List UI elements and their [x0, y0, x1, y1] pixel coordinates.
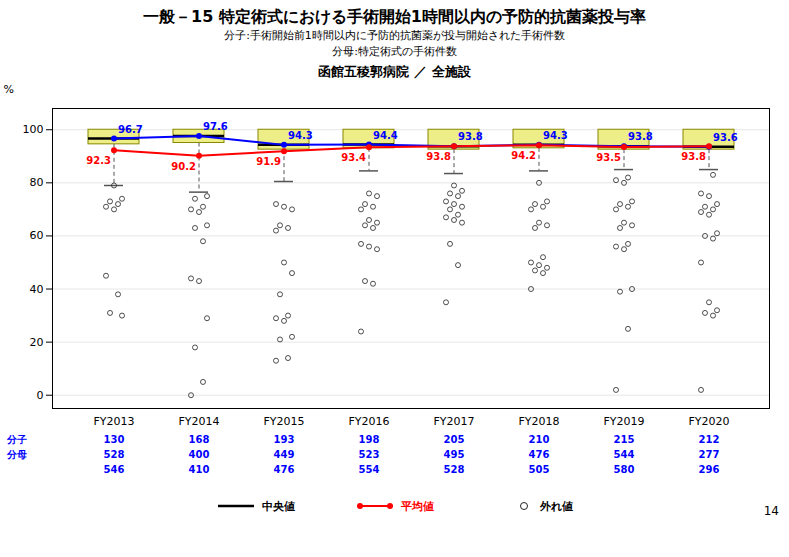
svg-text:554: 554 — [359, 464, 380, 475]
svg-text:93.8: 93.8 — [426, 151, 451, 162]
svg-text:FY2019: FY2019 — [603, 415, 644, 428]
svg-text:546: 546 — [104, 464, 125, 475]
svg-text:168: 168 — [189, 434, 210, 445]
svg-text:210: 210 — [529, 434, 550, 445]
svg-text:94.3: 94.3 — [543, 130, 568, 141]
svg-text:93.8: 93.8 — [458, 131, 483, 142]
svg-text:FY2020: FY2020 — [688, 415, 729, 428]
svg-text:495: 495 — [444, 449, 465, 460]
svg-text:130: 130 — [104, 434, 125, 445]
html-text:一般－15 特定術式における手術開始1時間以内の予防的抗菌薬: 一般－15 特定術式における手術開始1時間以内の予防的抗菌薬投与率 — [143, 7, 646, 26]
svg-text:0: 0 — [37, 389, 44, 402]
svg-text:215: 215 — [614, 434, 635, 445]
svg-text:93.5: 93.5 — [596, 152, 621, 163]
svg-text:97.6: 97.6 — [203, 121, 228, 132]
svg-text:476: 476 — [529, 449, 550, 460]
svg-text:410: 410 — [189, 464, 210, 475]
svg-text:277: 277 — [699, 449, 720, 460]
html-text:外れ値: 外れ値 — [540, 499, 573, 513]
svg-text:528: 528 — [444, 464, 465, 475]
svg-text:FY2018: FY2018 — [518, 415, 559, 428]
svg-text:分母: 分母 — [6, 449, 27, 460]
svg-text:198: 198 — [359, 434, 380, 445]
svg-text:91.9: 91.9 — [256, 156, 281, 167]
svg-text:212: 212 — [699, 434, 720, 445]
svg-text:92.3: 92.3 — [86, 155, 111, 166]
svg-text:40: 40 — [30, 283, 44, 296]
svg-text:449: 449 — [274, 449, 295, 460]
svg-text:96.7: 96.7 — [118, 124, 143, 135]
svg-text:476: 476 — [274, 464, 295, 475]
svg-text:20: 20 — [30, 336, 44, 349]
svg-text:505: 505 — [529, 464, 550, 475]
svg-text:60: 60 — [30, 229, 44, 242]
svg-text:296: 296 — [699, 464, 720, 475]
html-text:分母:特定術式の手術件数: 分母:特定術式の手術件数 — [332, 45, 457, 58]
html-text:平均値: 平均値 — [401, 499, 434, 513]
svg-text:分子: 分子 — [6, 434, 27, 445]
svg-text:93.6: 93.6 — [713, 132, 738, 143]
svg-text:528: 528 — [104, 449, 125, 460]
svg-text:400: 400 — [189, 449, 210, 460]
svg-text:93.4: 93.4 — [341, 152, 366, 163]
html-text:分子:手術開始前1時間以内に予防的抗菌薬が投与開始された手術: 分子:手術開始前1時間以内に予防的抗菌薬が投与開始された手術件数 — [224, 29, 565, 42]
html-text:中央値: 中央値 — [262, 499, 295, 513]
svg-text:94.2: 94.2 — [511, 150, 536, 161]
svg-text:FY2015: FY2015 — [263, 415, 304, 428]
svg-text:580: 580 — [614, 464, 635, 475]
svg-text:FY2017: FY2017 — [433, 415, 474, 428]
svg-text:FY2014: FY2014 — [178, 415, 219, 428]
svg-text:205: 205 — [444, 434, 465, 445]
svg-text:80: 80 — [30, 176, 44, 189]
svg-text:%: % — [4, 83, 14, 96]
svg-text:FY2013: FY2013 — [93, 415, 134, 428]
svg-text:FY2016: FY2016 — [348, 415, 389, 428]
svg-text:193: 193 — [274, 434, 295, 445]
svg-text:94.4: 94.4 — [373, 130, 398, 141]
svg-text:544: 544 — [614, 449, 635, 460]
svg-text:93.8: 93.8 — [681, 151, 706, 162]
svg-text:523: 523 — [359, 449, 380, 460]
svg-text:100: 100 — [23, 123, 44, 136]
html-text:14: 14 — [763, 504, 779, 518]
html-text:函館五稜郭病院 ／ 全施設: 函館五稜郭病院 ／ 全施設 — [318, 64, 471, 79]
svg-text:90.2: 90.2 — [171, 161, 196, 172]
svg-text:94.3: 94.3 — [288, 130, 313, 141]
svg-text:93.8: 93.8 — [628, 131, 653, 142]
